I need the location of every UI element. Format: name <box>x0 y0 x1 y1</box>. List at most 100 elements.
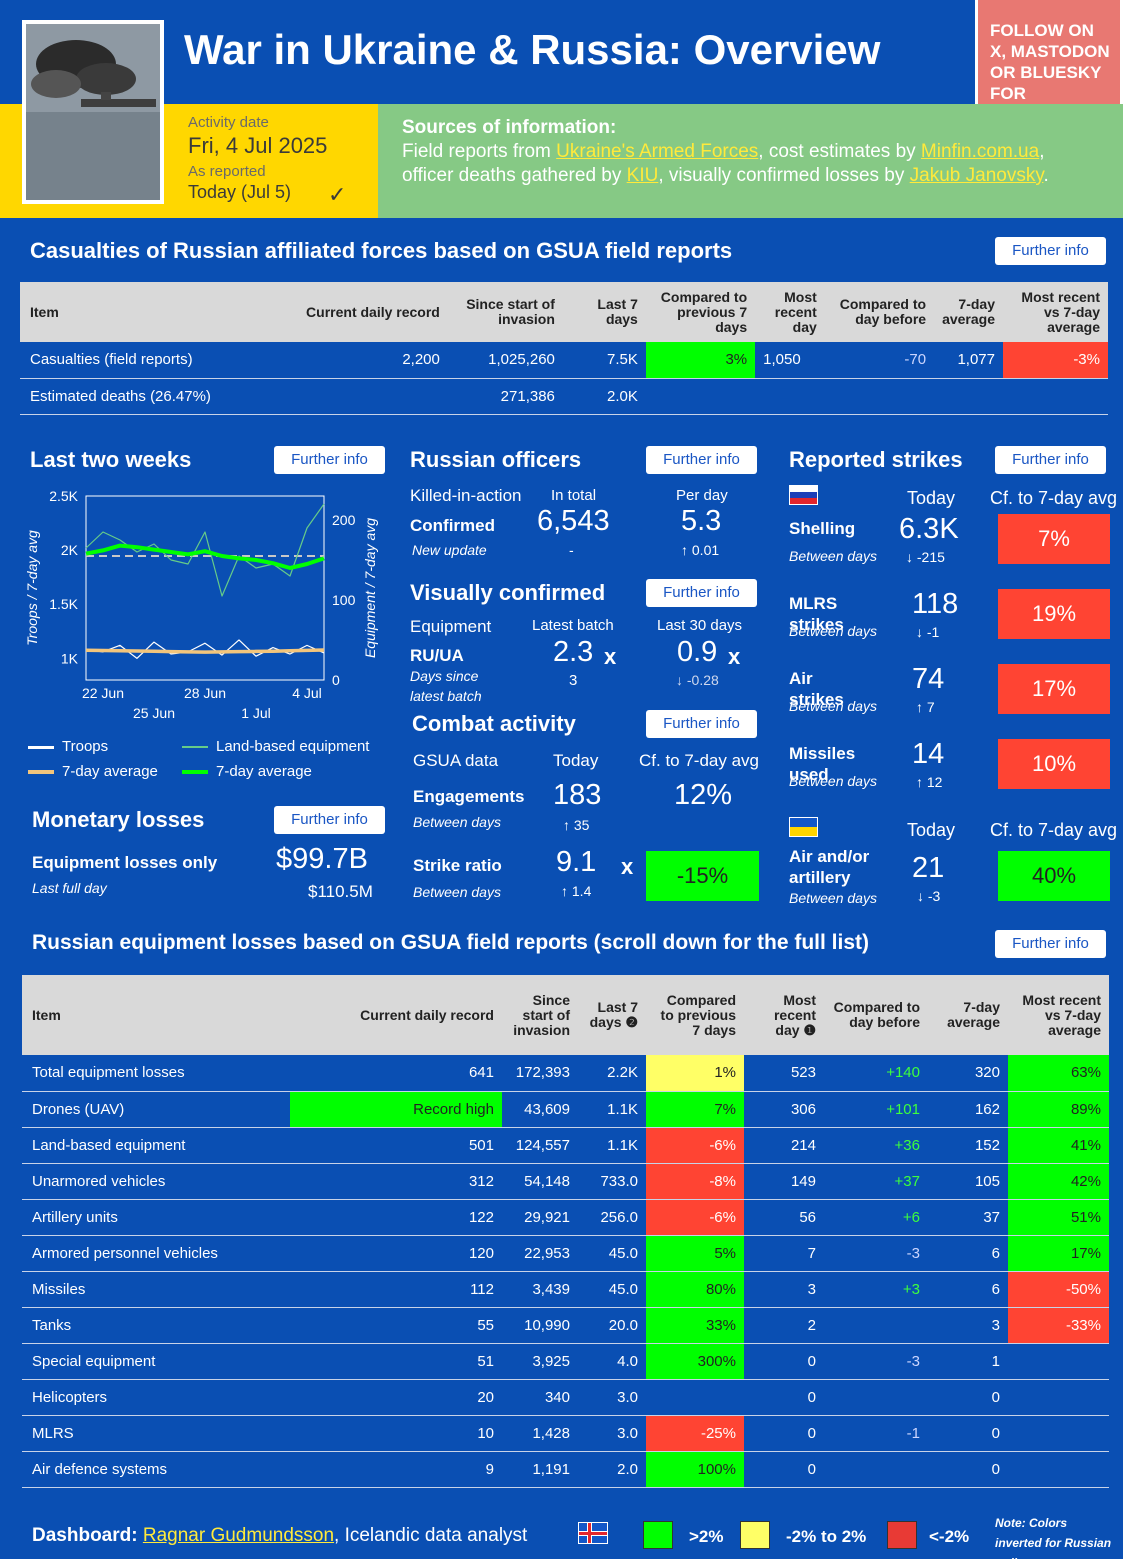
officers-per-day-delta: ↑ 0.01 <box>681 542 719 558</box>
activity-date: Fri, 4 Jul 2025 <box>188 133 328 158</box>
cell: 80% <box>646 1271 744 1308</box>
cell: 733.0 <box>578 1163 646 1200</box>
author-link[interactable]: Ragnar Gudmundsson <box>142 1525 335 1546</box>
combat-further-info-button[interactable]: Further info <box>646 710 757 738</box>
strike-cf: 10% <box>998 739 1110 789</box>
cell: -3% <box>1003 342 1108 379</box>
cell: 4.0 <box>578 1343 646 1380</box>
cell <box>1008 1343 1109 1380</box>
strike-today: 118 <box>912 588 959 620</box>
col-header-label: Most recent day <box>773 991 816 1038</box>
sort-1-icon: ❶ <box>803 1021 816 1038</box>
table-row: Missiles 112 3,439 45.0 80% 3 +3 6 -50% <box>22 1271 1109 1308</box>
delta-value: -1 <box>926 624 940 640</box>
col-header: Compared to previous 7 days <box>645 282 756 342</box>
cell <box>1008 1451 1109 1488</box>
equipment-further-info-button[interactable]: Further info <box>995 930 1106 958</box>
casualties-further-info-button[interactable]: Further info <box>995 237 1106 265</box>
cell: 1,428 <box>502 1415 578 1452</box>
reported-label: As reported <box>188 163 266 180</box>
combat-strike-ratio: Strike ratio <box>413 856 502 875</box>
cell: +37 <box>824 1163 928 1200</box>
cell: Drones (UAV) <box>22 1091 290 1128</box>
officers-confirmed: Confirmed <box>410 516 495 535</box>
cell: 120 <box>290 1235 502 1272</box>
cell: 306 <box>744 1091 824 1128</box>
cell: 152 <box>928 1127 1008 1164</box>
follow-banner[interactable]: FOLLOW ON X, MASTODON OR BLUESKY FOR UPD… <box>975 0 1123 124</box>
sources-text: , cost estimates by <box>758 141 921 162</box>
y-right-tick: 0 <box>332 672 340 688</box>
officers-per-day: 5.3 <box>681 505 722 537</box>
cell: 37 <box>928 1199 1008 1236</box>
cell: 523 <box>744 1055 824 1092</box>
delta-value: 0.01 <box>691 542 720 558</box>
monetary-further-info-button[interactable]: Further info <box>274 806 385 834</box>
series-line <box>85 648 325 654</box>
legend-swatch-equipment-avg <box>182 770 208 775</box>
sources-text: Field reports from <box>402 141 557 162</box>
strike-delta: ↓ -1 <box>916 624 939 640</box>
strikes-between: Between days <box>789 890 877 906</box>
table-row: Artillery units 122 29,921 256.0 -6% 56 +6 37 51… <box>22 1199 1109 1236</box>
footer-credit: Dashboard: Ragnar Gudmundsson, Icelandic… <box>32 1525 527 1547</box>
col-header[interactable]: Last 7 days ❷ <box>578 975 646 1055</box>
cell <box>824 1307 928 1344</box>
link-armed-forces[interactable]: Ukraine's Armed Forces <box>556 141 759 162</box>
footer-role: , Icelandic data analyst <box>334 1525 528 1546</box>
activity-box: Activity date Fri, 4 Jul 2025 As reporte… <box>164 104 378 218</box>
legend-green-label: >2% <box>689 1527 724 1546</box>
cell: 162 <box>928 1091 1008 1128</box>
delta-value: 35 <box>573 817 590 833</box>
two-weeks-title: Last two weeks <box>30 447 192 472</box>
sources-text: officer deaths gathered by <box>402 165 627 186</box>
cell: 3.0 <box>578 1379 646 1416</box>
col-header[interactable]: Since start of invasion <box>447 282 563 342</box>
cell <box>265 378 448 415</box>
visual-ratio-label: RU/UA <box>410 646 464 665</box>
legend-green-swatch <box>643 1521 673 1549</box>
cell: Unarmored vehicles <box>22 1163 290 1200</box>
cell: 0 <box>928 1415 1008 1452</box>
ukraine-flag-icon <box>789 817 818 837</box>
equipment-table: Item Current daily record Since start of… <box>22 975 1109 1488</box>
table-row: MLRS 10 1,428 3.0 -25% 0 -1 0 <box>22 1415 1109 1452</box>
two-weeks-further-info-button[interactable]: Further info <box>274 446 385 474</box>
officers-new-update: New update <box>412 542 487 558</box>
link-minfin[interactable]: Minfin.com.ua <box>920 141 1040 162</box>
russia-flag-icon <box>789 485 818 505</box>
table-row: Helicopters 20 340 3.0 0 0 <box>22 1379 1109 1416</box>
visual-further-info-button[interactable]: Further info <box>646 579 757 607</box>
cell: 641 <box>290 1055 502 1092</box>
sort-2-icon: ❷ <box>625 1014 638 1030</box>
link-janovsky[interactable]: Jakub Janovsky <box>909 165 1044 186</box>
strikes-between: Between days <box>789 698 877 714</box>
plot-frame <box>85 495 325 681</box>
page-title: War in Ukraine & Russia: Overview <box>184 26 881 73</box>
link-kiu[interactable]: KIU <box>626 165 659 186</box>
cell: 51% <box>1008 1199 1109 1236</box>
visual-equipment: Equipment <box>410 617 492 636</box>
footer-note: Note: Colors inverted for Russian strike… <box>995 1516 1112 1559</box>
combat-h-cf: Cf. to 7-day avg <box>639 751 760 770</box>
cell: 124,557 <box>502 1127 578 1164</box>
combat-eng-delta: ↑ 35 <box>563 817 589 833</box>
col-header: Most recent vs 7-day average <box>1003 282 1108 342</box>
strikes-between: Between days <box>789 623 877 639</box>
visual-h-30: Last 30 days <box>657 617 743 634</box>
officers-total: 6,543 <box>537 505 610 537</box>
table-row: Air defence systems 9 1,191 2.0 100% 0 0 <box>22 1451 1109 1488</box>
cell: 256.0 <box>578 1199 646 1236</box>
col-header: 7-day average <box>934 282 1003 342</box>
strikes-h-cf: Cf. to 7-day avg <box>990 820 1118 840</box>
combat-sr-delta: ↑ 1.4 <box>561 883 591 899</box>
cell: 7 <box>744 1235 824 1272</box>
officers-further-info-button[interactable]: Further info <box>646 446 757 474</box>
cell: Armored personnel vehicles <box>22 1235 290 1272</box>
cell: 3 <box>928 1307 1008 1344</box>
visual-last30: 0.9 <box>677 636 718 668</box>
cell: -25% <box>646 1415 744 1452</box>
strikes-further-info-button[interactable]: Further info <box>995 446 1106 474</box>
col-header[interactable]: Most recent day ❶ <box>744 975 824 1055</box>
cell: Total equipment losses <box>22 1055 290 1092</box>
